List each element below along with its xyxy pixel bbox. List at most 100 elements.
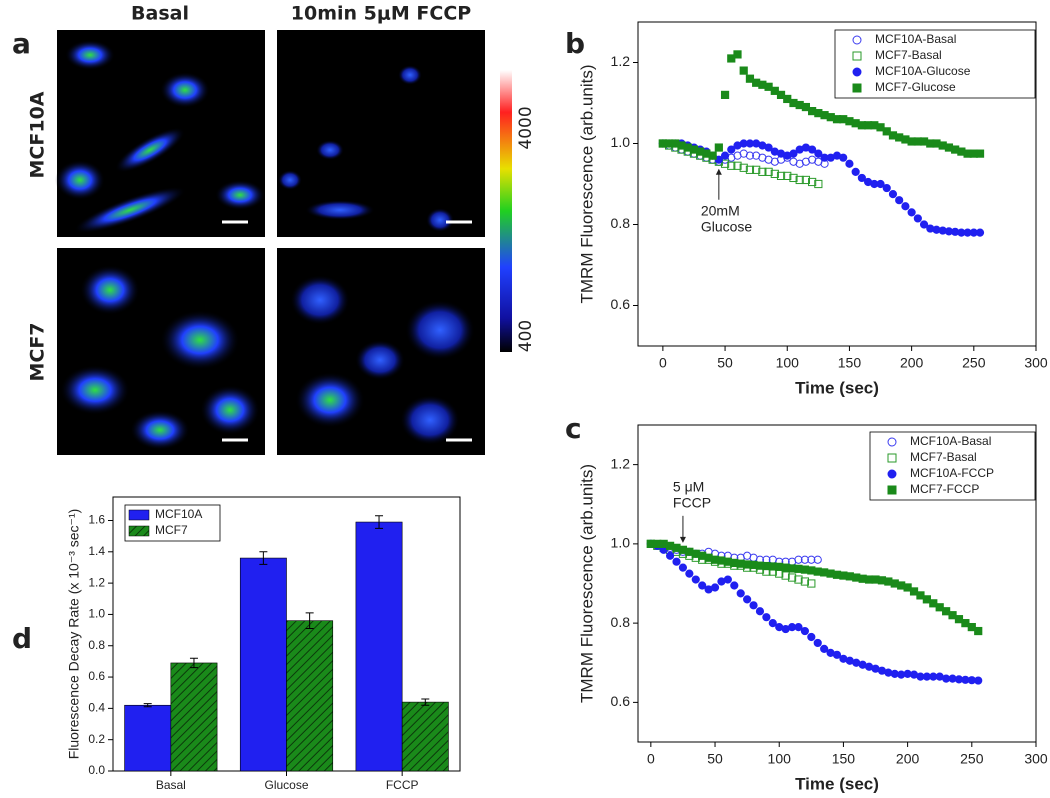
x-tick-label: 50 xyxy=(717,355,733,371)
x-tick-label: 250 xyxy=(962,355,986,371)
cells xyxy=(55,40,475,450)
y-axis-label: TMRM Fluorescence (arb.units) xyxy=(577,64,596,303)
marker xyxy=(720,151,730,160)
marker xyxy=(919,220,929,229)
y-tick-label: 0.2 xyxy=(88,732,105,746)
bar xyxy=(401,701,449,772)
legend-label: MCF10A-Glucose xyxy=(875,64,971,78)
marker xyxy=(895,196,904,205)
marker xyxy=(720,159,730,168)
error-bar xyxy=(259,551,268,565)
y-tick-label: 1.6 xyxy=(88,513,105,527)
y-tick-label: 1.2 xyxy=(88,575,105,589)
legend-label: MCF10A-Basal xyxy=(875,32,956,46)
marker xyxy=(723,575,732,584)
legend-swatch xyxy=(128,525,150,537)
marker xyxy=(665,551,675,560)
marker xyxy=(714,143,723,152)
marker xyxy=(820,644,829,653)
plot-frame xyxy=(637,424,1037,743)
marker xyxy=(698,581,707,590)
marker xyxy=(832,650,842,659)
marker xyxy=(975,149,985,158)
y-tick-label: 0.6 xyxy=(611,693,631,709)
marker xyxy=(789,149,798,158)
panel-label: b xyxy=(565,27,585,60)
marker xyxy=(807,632,816,642)
marker xyxy=(739,163,748,172)
panel-label: a xyxy=(12,27,31,60)
marker xyxy=(888,190,898,199)
marker xyxy=(781,571,790,580)
y-tick-label: 0.8 xyxy=(88,638,105,652)
y-tick-label: 1.0 xyxy=(88,607,105,621)
scale-bars xyxy=(222,220,472,442)
x-tick-label: 300 xyxy=(1024,751,1048,767)
legend-swatch xyxy=(128,509,150,521)
marker xyxy=(708,151,717,160)
y-tick-label: 0.0 xyxy=(88,763,105,777)
y-tick-label: 1.4 xyxy=(88,544,105,558)
marker xyxy=(764,167,773,176)
column-label: 10min 5μM FCCP xyxy=(291,3,471,25)
x-axis-label: Time (sec) xyxy=(795,378,879,397)
y-tick-label: 0.6 xyxy=(611,296,631,312)
marker xyxy=(764,143,773,152)
x-tick-label: 300 xyxy=(1024,355,1048,371)
marker xyxy=(807,555,816,564)
marker xyxy=(770,169,779,178)
marker xyxy=(745,151,755,160)
colorbar-label: 400 xyxy=(516,320,536,352)
error-bar xyxy=(375,515,384,529)
marker xyxy=(800,555,810,564)
marker xyxy=(745,165,755,174)
x-axis-label: Time (sec) xyxy=(795,774,879,793)
legend-label: MCF7-Basal xyxy=(910,450,977,464)
error-bar xyxy=(143,703,152,708)
x-tick-label: 100 xyxy=(776,355,800,371)
marker xyxy=(685,569,694,578)
legend-marker xyxy=(887,437,897,447)
annotation-arrowhead xyxy=(679,536,686,543)
marker xyxy=(913,214,922,223)
error-bar xyxy=(305,612,314,630)
marker xyxy=(808,177,817,187)
marker xyxy=(743,595,752,604)
marker xyxy=(727,161,736,170)
marker xyxy=(762,613,771,622)
column-label: Basal xyxy=(131,3,189,25)
marker xyxy=(733,161,742,170)
marker xyxy=(882,183,891,193)
marker xyxy=(794,555,803,564)
marker xyxy=(787,573,797,582)
marker xyxy=(800,626,810,636)
x-tick-label: FCCP xyxy=(386,778,419,792)
marker xyxy=(974,626,983,636)
marker xyxy=(776,171,786,181)
annotation: 5 μM xyxy=(673,479,704,495)
legend-label: MCF7-FCCP xyxy=(910,482,979,496)
legend-label: MCF10A-Basal xyxy=(910,434,991,448)
bar xyxy=(124,704,172,772)
marker xyxy=(974,676,983,685)
x-tick-label: Basal xyxy=(156,778,186,792)
marker xyxy=(807,579,816,588)
x-tick-label: 150 xyxy=(838,355,862,371)
legend-label: MCF7-Glucose xyxy=(875,80,956,94)
marker xyxy=(755,607,765,616)
legend-marker xyxy=(852,35,862,45)
marker xyxy=(813,555,822,564)
marker xyxy=(736,589,745,598)
legend-marker xyxy=(887,453,897,463)
x-tick-label: 250 xyxy=(960,751,984,767)
bar xyxy=(239,557,287,772)
marker xyxy=(814,149,823,158)
legend-label: MCF10A xyxy=(155,507,202,521)
marker xyxy=(678,563,688,572)
panel-a: a Basal 10min 5μM FCCP MCF10A MCF7 4000 … xyxy=(12,3,536,455)
marker xyxy=(672,557,681,566)
marker xyxy=(857,173,866,183)
marker xyxy=(901,202,910,211)
panel-label: d xyxy=(12,622,32,655)
